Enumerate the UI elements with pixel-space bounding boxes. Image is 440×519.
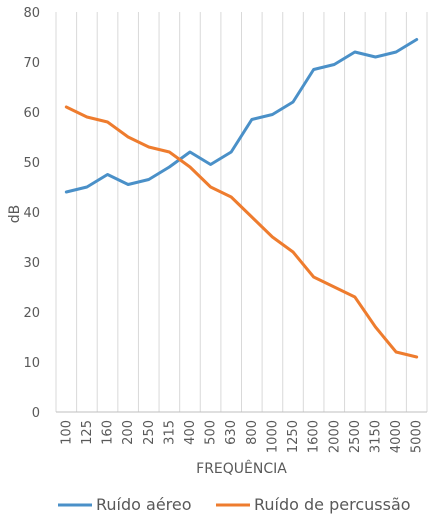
- y-tick-label-0: 0: [32, 406, 40, 421]
- x-axis-title: FREQUÊNCIA: [196, 459, 287, 477]
- legend-label-0: Ruído aéreo: [96, 495, 192, 514]
- legend: Ruído aéreo Ruído de percussão: [58, 495, 411, 514]
- legend-label-1: Ruído de percussão: [254, 495, 411, 514]
- y-axis-title: dB: [7, 205, 23, 224]
- y-tick-label-80: 80: [23, 6, 40, 21]
- x-tick-label-125: 125: [80, 420, 95, 445]
- x-tick-label-1250: 1250: [286, 420, 301, 453]
- x-tick-label-250: 250: [142, 420, 157, 445]
- y-axis-tick-labels: 0 10 20 30 40 50 60 70 80: [23, 6, 40, 421]
- x-tick-label-800: 800: [245, 420, 260, 445]
- y-tick-label-20: 20: [23, 306, 40, 321]
- y-tick-label-50: 50: [23, 156, 40, 171]
- y-tick-label-30: 30: [23, 256, 40, 271]
- series-line-0: [64, 38, 419, 194]
- x-tick-label-200: 200: [121, 420, 136, 445]
- x-tick-label-4000: 4000: [389, 420, 404, 453]
- x-tick-label-160: 160: [101, 420, 116, 445]
- x-axis-tick-labels: 100 125 160 200 250 315 400 500 630 800 1000 1250 16…: [59, 420, 424, 453]
- series-line-1: [64, 105, 419, 359]
- series-layer: [64, 38, 419, 359]
- x-tick-label-630: 630: [224, 420, 239, 445]
- x-tick-label-2000: 2000: [327, 420, 342, 453]
- x-tick-label-3150: 3150: [368, 420, 383, 453]
- y-tick-label-70: 70: [23, 56, 40, 71]
- y-tick-label-40: 40: [23, 206, 40, 221]
- x-tick-label-315: 315: [162, 420, 177, 445]
- vertical-grid-lines: [55, 12, 428, 412]
- x-tick-label-5000: 5000: [410, 420, 425, 453]
- x-tick-label-500: 500: [204, 420, 219, 445]
- x-tick-label-1000: 1000: [265, 420, 280, 453]
- y-tick-label-60: 60: [23, 106, 40, 121]
- y-tick-label-10: 10: [23, 356, 40, 371]
- x-tick-label-400: 400: [183, 420, 198, 445]
- x-tick-label-2500: 2500: [348, 420, 363, 453]
- x-tick-label-1600: 1600: [307, 420, 322, 453]
- x-tick-label-100: 100: [59, 420, 74, 445]
